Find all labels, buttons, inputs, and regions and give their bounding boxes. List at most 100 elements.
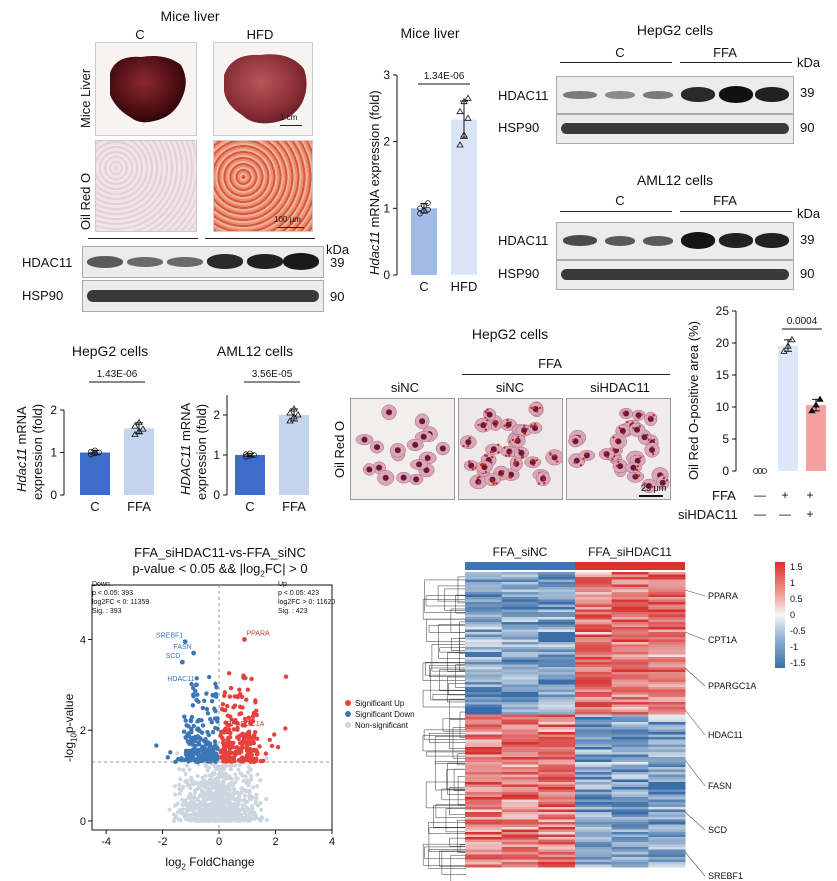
heatmap-cell xyxy=(575,637,613,640)
volcano-xlabel: log2 FoldChange xyxy=(130,855,290,871)
heatmap-cell xyxy=(465,797,503,800)
cell-image-sinc xyxy=(350,398,455,500)
ns-point xyxy=(208,807,213,812)
heatmap-cell xyxy=(538,669,576,673)
heatmap-cell xyxy=(648,667,686,670)
ns-point xyxy=(185,807,190,812)
heatmap-cell xyxy=(611,647,649,650)
heatmap-cell xyxy=(611,677,649,680)
blot-label-hdac11: HDAC11 xyxy=(22,255,73,270)
heatmap-cell xyxy=(575,809,613,813)
heatmap-cell xyxy=(501,707,539,710)
lipid-droplet xyxy=(532,463,535,467)
heatmap-cell xyxy=(538,777,576,780)
heatmap-cell xyxy=(575,574,613,578)
heatmap-cell xyxy=(611,609,649,613)
down-point xyxy=(196,759,201,764)
lipid-droplet xyxy=(634,474,637,477)
heatmap-cell xyxy=(575,852,613,855)
heatmap-cell xyxy=(501,664,539,668)
heatmap-cell xyxy=(611,704,649,708)
colorbar-tick-label: -1.5 xyxy=(790,658,806,668)
heatmap-cell xyxy=(465,827,503,830)
ns-point xyxy=(175,751,180,756)
up-point xyxy=(224,703,230,709)
heatmap-cell xyxy=(648,642,686,645)
heatmap-cell xyxy=(465,847,503,850)
heatmap-cell xyxy=(611,859,649,863)
heatmap-cell xyxy=(538,619,576,623)
x-tick-label: -2 xyxy=(158,836,168,848)
data-point xyxy=(460,97,468,105)
heatmap-cell xyxy=(648,824,686,828)
up-point xyxy=(231,705,236,710)
heatmap-cell xyxy=(648,682,686,685)
heatmap-cell xyxy=(501,674,539,678)
ns-point xyxy=(197,810,202,815)
heatmap-cell xyxy=(648,722,686,725)
down-point xyxy=(190,703,196,708)
heatmap-cell xyxy=(538,827,576,830)
heatmap-cell xyxy=(648,582,686,585)
ns-point xyxy=(199,801,204,806)
ns-point xyxy=(180,785,185,790)
heatmap-cell xyxy=(501,799,539,803)
up-point xyxy=(239,756,244,761)
heatmap-cell xyxy=(465,687,503,690)
heatmap-cell xyxy=(538,739,576,743)
down-point xyxy=(182,757,188,763)
ns-point xyxy=(240,773,245,778)
heatmap-cell xyxy=(648,609,686,613)
down-point xyxy=(215,716,220,721)
heatmap-cell xyxy=(465,772,503,775)
heatmap-cell xyxy=(465,677,503,680)
heatmap-cell xyxy=(501,787,539,790)
up-point xyxy=(257,744,262,749)
heatmap-cell xyxy=(575,784,613,788)
ns-point xyxy=(236,767,241,772)
dendrogram-branch xyxy=(424,579,466,613)
heatmap-cell xyxy=(611,772,649,775)
heatmap-cell xyxy=(575,592,613,595)
down-point xyxy=(188,717,194,723)
ns-point xyxy=(242,793,247,798)
heatmap-cell xyxy=(501,737,539,740)
heatmap-cell xyxy=(575,694,613,698)
heatmap-cell xyxy=(611,614,649,618)
cell-nucleus xyxy=(419,418,426,425)
hepg2-mw-39: 39 xyxy=(800,85,815,100)
dendrogram-branch xyxy=(447,676,466,703)
heatmap-cell xyxy=(611,697,649,700)
heatmap-cell xyxy=(538,582,576,585)
lipid-droplet xyxy=(603,451,606,454)
heatmap-cell xyxy=(465,862,503,865)
y-tick-label: 25 xyxy=(716,304,730,318)
aml12-line-c xyxy=(560,211,672,212)
up-point xyxy=(241,734,247,739)
down-point xyxy=(193,743,198,749)
dendrogram-branch xyxy=(459,637,466,671)
lipid-droplet xyxy=(502,470,505,473)
heatmap-cell xyxy=(648,604,686,608)
cell-nucleus xyxy=(634,426,641,433)
labeled-point-srebf1 xyxy=(182,639,188,645)
heatmap-cell xyxy=(465,577,503,580)
aml12-mw-90: 90 xyxy=(800,266,815,281)
heatmap-cell xyxy=(575,689,613,693)
heatmap-cell xyxy=(611,594,649,598)
heatmap-cell xyxy=(611,572,649,575)
heatmap-cell xyxy=(611,587,649,590)
heatmap-cell xyxy=(611,757,649,760)
heatmap-cell xyxy=(611,722,649,725)
dendrogram-branch xyxy=(429,732,466,743)
up-point xyxy=(220,702,226,707)
dendrogram-branch xyxy=(446,769,466,790)
ns-point xyxy=(201,813,206,818)
heatmap-cell xyxy=(501,719,539,723)
data-point xyxy=(421,208,427,214)
heatmap-cell xyxy=(611,782,649,785)
heatmap-cell xyxy=(538,744,576,748)
ns-point xyxy=(242,802,247,807)
heatmap-cell xyxy=(465,672,503,675)
heatmap-cell xyxy=(465,642,503,645)
